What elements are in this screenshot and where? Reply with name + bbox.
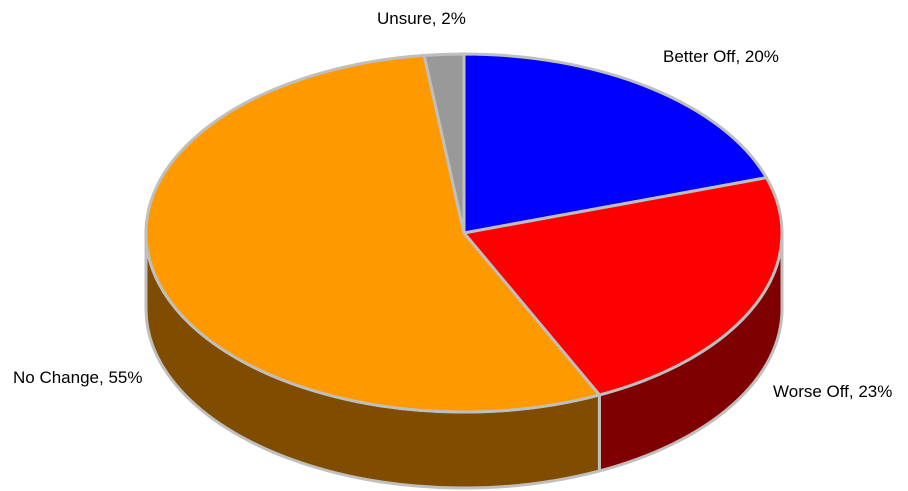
slice-label-no-change: No Change, 55% [13, 368, 142, 387]
slice-label-better-off: Better Off, 20% [663, 47, 779, 66]
slice-no-change [144, 53, 601, 414]
slice-better-off [462, 52, 768, 235]
slice-label-worse-off: Worse Off, 23% [773, 382, 892, 401]
slice-label-unsure: Unsure, 2% [377, 9, 466, 28]
slice-unsure [422, 52, 466, 235]
pie-tops [144, 52, 784, 414]
slice-worse-off [462, 176, 784, 397]
pie-labels: Better Off, 20% Worse Off, 23% No Change… [13, 9, 892, 401]
